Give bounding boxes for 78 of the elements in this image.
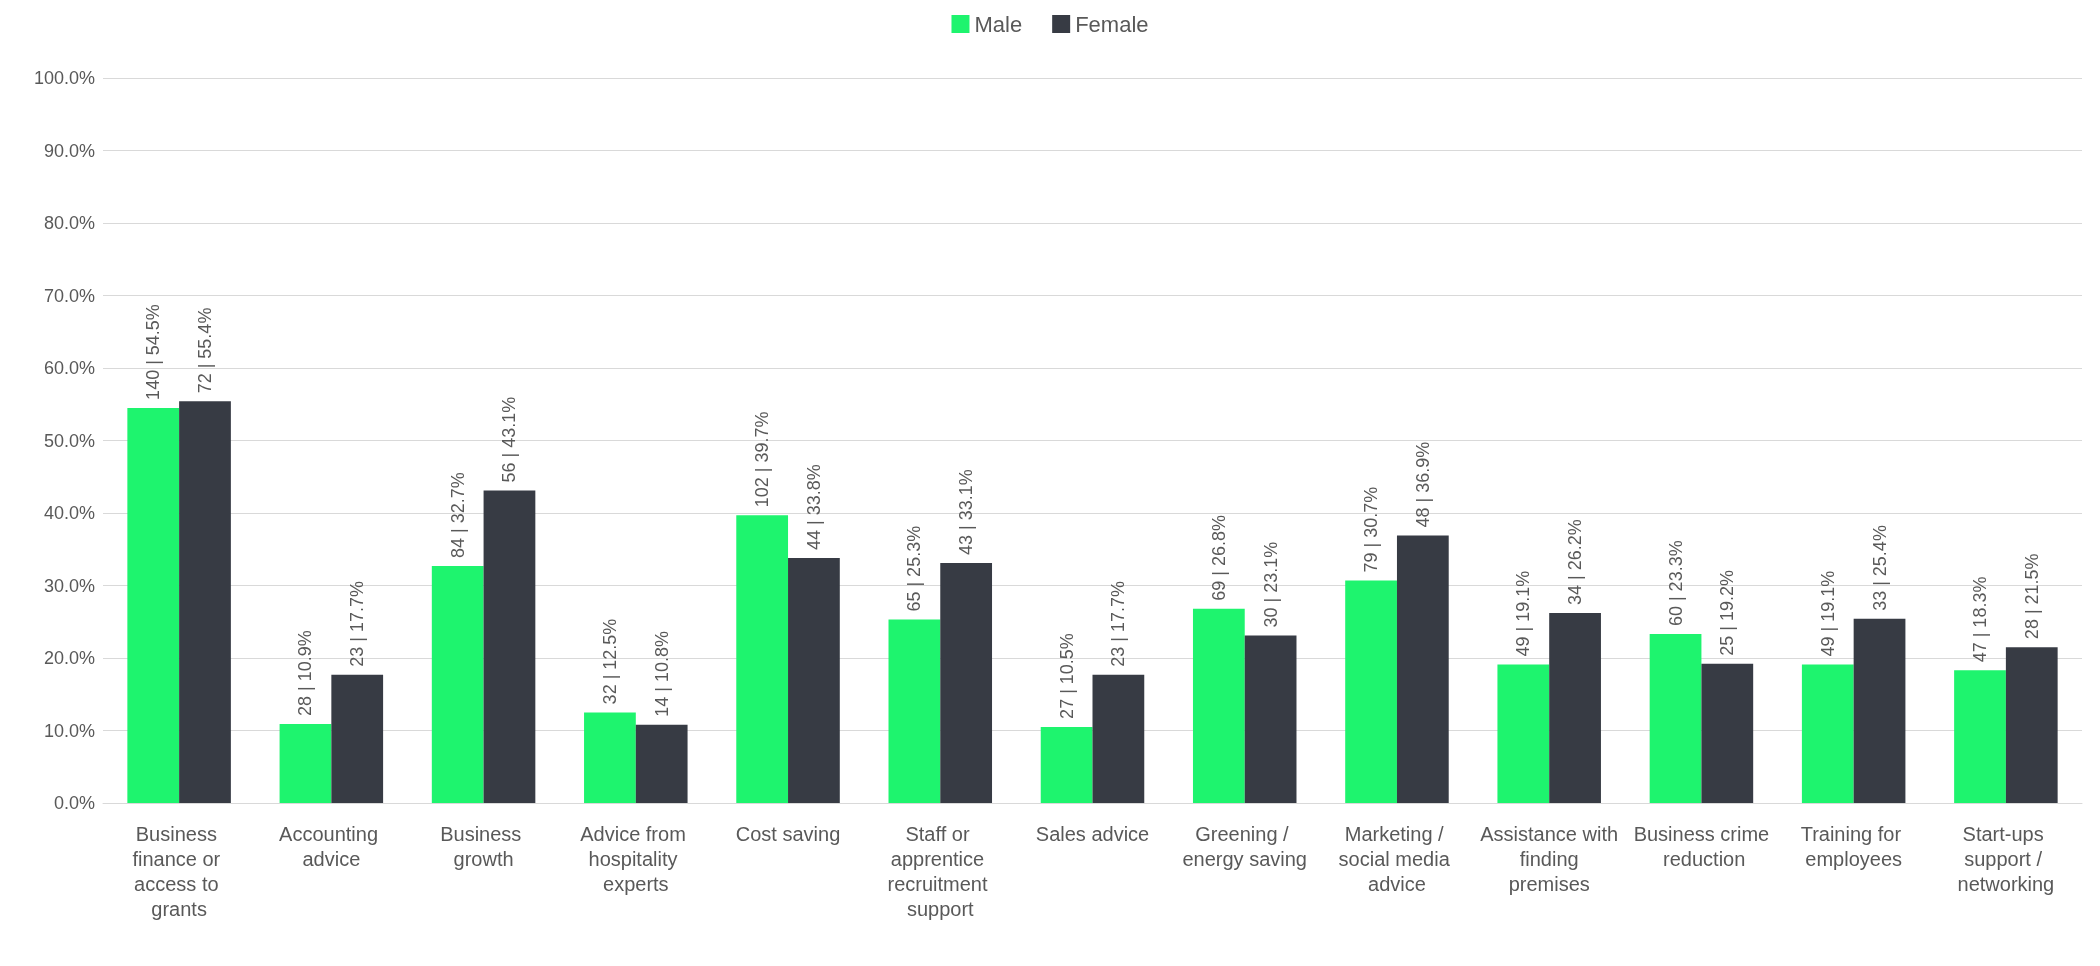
y-tick-label: 20.0% — [43, 648, 95, 668]
data-label: 102 | 39.7% — [752, 411, 773, 508]
bar — [1396, 535, 1449, 803]
bar — [179, 401, 231, 803]
data-label: 60 | 23.3% — [1665, 540, 1686, 627]
y-tick-label: 70.0% — [43, 285, 95, 306]
y-tick-label: 60.0% — [43, 358, 95, 378]
y-tick-label: 40.0% — [43, 503, 95, 523]
legend-label: Female — [1075, 11, 1149, 37]
data-label: 33 | 25.4% — [1869, 525, 1890, 611]
bar — [1192, 608, 1245, 803]
data-label: 27 | 10.5% — [1056, 633, 1077, 719]
y-tick-label: 50.0% — [43, 430, 95, 451]
y-tick-label: 30.0% — [43, 575, 95, 596]
data-label: 23 | 17.7% — [1108, 580, 1129, 667]
x-tick-label: Advice from hospitality experts — [580, 822, 692, 895]
x-tick-label: Sales advice — [1035, 822, 1150, 845]
data-label: 56 | 43.1% — [499, 396, 520, 483]
x-tick-label: Staff or apprentice recruitment support — [887, 822, 994, 920]
data-label: 34 | 26.2% — [1565, 519, 1586, 606]
y-tick-label: 100.0% — [33, 68, 95, 88]
bar — [1701, 663, 1754, 803]
bar — [1801, 664, 1854, 803]
data-label: 48 | 36.9% — [1412, 441, 1433, 528]
data-label: 49 | 19.1% — [1513, 570, 1534, 657]
data-label: 69 | 26.8% — [1208, 514, 1229, 601]
bar — [127, 407, 180, 803]
bar — [1853, 618, 1906, 803]
bar — [888, 619, 941, 803]
bar — [1040, 726, 1093, 803]
y-tick-label: 80.0% — [43, 213, 95, 233]
x-tick-label: Marketing / social media advice — [1338, 822, 1456, 895]
data-label: 140 | 54.5% — [143, 304, 164, 400]
x-tick-label: Greening / energy saving — [1182, 822, 1307, 870]
x-tick-label: Business finance or access to grants — [132, 822, 226, 920]
bar — [940, 563, 993, 803]
data-label: 43 | 33.1% — [956, 469, 977, 556]
bar — [1345, 580, 1397, 803]
x-tick-label: Business growth — [440, 822, 527, 870]
bar — [1954, 670, 2006, 803]
x-tick-label: Assistance with finding premises — [1480, 822, 1619, 895]
data-label: 84 | 32.7% — [447, 472, 468, 558]
data-label: 25 | 19.2% — [1717, 570, 1738, 656]
y-tick-label: 0.0% — [53, 793, 95, 813]
data-label: 28 | 10.9% — [295, 630, 316, 716]
x-tick-label: Accounting advice — [279, 822, 384, 870]
data-label: 44 | 33.8% — [803, 464, 824, 550]
data-label: 47 | 18.3% — [1970, 576, 1991, 663]
bar — [331, 674, 384, 803]
bar — [1649, 634, 1702, 803]
x-tick-label: Business crime reduction — [1633, 822, 1770, 870]
bar — [788, 557, 840, 803]
bar — [1497, 664, 1550, 803]
bar — [2005, 647, 2058, 803]
data-label: 65 | 25.3% — [904, 525, 925, 612]
bar — [1549, 613, 1601, 803]
x-tick-label: Training for employees — [1800, 822, 1907, 870]
bar — [279, 723, 332, 803]
y-tick-label: 10.0% — [43, 720, 95, 741]
data-label: 14 | 10.8% — [651, 630, 672, 717]
data-label: 79 | 30.7% — [1361, 486, 1382, 573]
legend-label: Male — [974, 11, 1023, 37]
bar — [431, 565, 484, 803]
bar — [736, 515, 789, 803]
bar — [483, 490, 536, 803]
x-tick-label: Cost saving — [735, 822, 841, 845]
bar — [584, 712, 636, 803]
x-tick-label: Start-ups support / networking — [1957, 822, 2055, 895]
y-tick-label: 90.0% — [43, 140, 95, 161]
data-label: 23 | 17.7% — [347, 580, 368, 667]
bar — [635, 724, 688, 803]
bar — [1092, 674, 1145, 803]
data-label: 30 | 23.1% — [1260, 541, 1281, 628]
data-label: 28 | 21.5% — [2021, 553, 2042, 640]
bar — [1244, 635, 1297, 803]
data-label: 32 | 12.5% — [599, 618, 620, 705]
data-label: 49 | 19.1% — [1817, 570, 1838, 657]
data-label: 72 | 55.4% — [194, 307, 215, 394]
